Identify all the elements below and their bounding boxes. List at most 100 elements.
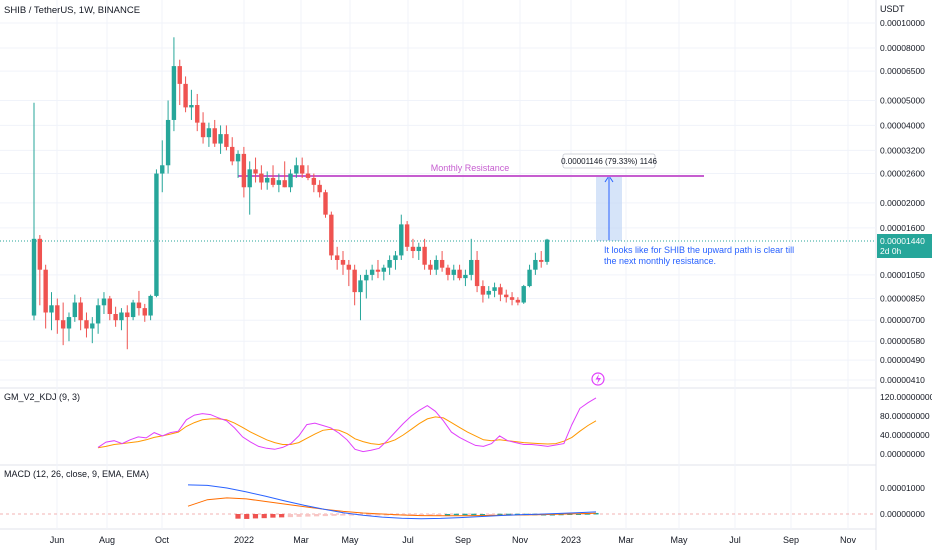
candle-body <box>364 274 369 281</box>
price-tick: 0.00002600 <box>880 169 925 179</box>
candle-body <box>299 165 305 174</box>
macd-histogram-bar <box>410 514 416 516</box>
candle-body <box>527 269 532 287</box>
candle-body <box>445 267 451 275</box>
time-tick: Oct <box>155 535 170 545</box>
candle-body <box>410 246 416 252</box>
time-tick: Nov <box>512 535 529 545</box>
candle-body <box>375 269 381 272</box>
candle-body <box>171 66 177 120</box>
time-tick: May <box>670 535 688 545</box>
macd-histogram-bar <box>436 514 442 516</box>
macd-histogram-bar <box>383 514 390 516</box>
candle-body <box>533 259 538 270</box>
candle-body <box>113 314 118 321</box>
candle-body <box>101 298 107 306</box>
candle-body <box>241 153 247 188</box>
analysis-note-line-2: the next monthly resistance. <box>604 256 716 266</box>
price-tick: 0.00001600 <box>880 223 925 233</box>
countdown-value: 2d 0h <box>880 246 902 256</box>
candle-body <box>311 177 317 185</box>
time-tick: May <box>341 535 359 545</box>
candle-body <box>90 323 95 329</box>
macd-histogram-bar <box>471 513 477 516</box>
candle-body <box>305 173 311 178</box>
time-tick: Nov <box>840 535 857 545</box>
kdj-tick: 120.00000000 <box>880 392 932 402</box>
candle-body <box>218 134 223 144</box>
kdj-tick: 80.00000000 <box>880 411 930 421</box>
macd-histogram-bar <box>252 514 259 519</box>
candle-body <box>352 269 357 293</box>
candle-body <box>451 269 456 275</box>
macd-signal-line <box>187 497 597 517</box>
symbol-title[interactable]: SHIB / TetherUS, 1W, BINANCE <box>4 5 140 16</box>
candle-body <box>346 264 352 270</box>
candle-body <box>323 192 328 215</box>
price-tick: 0.00002000 <box>880 198 925 208</box>
candle-body <box>136 302 142 309</box>
price-tick: 0.00003200 <box>880 145 925 155</box>
candle-body <box>253 169 258 174</box>
candle-body <box>125 312 130 318</box>
measure-label: 0.00001146 (79.33%) 1146 <box>561 157 657 166</box>
candle-body <box>480 286 486 295</box>
candle-body <box>492 287 497 291</box>
candle-body <box>37 238 43 270</box>
candle-body <box>422 246 427 265</box>
measure-label-box <box>562 153 656 169</box>
candle-body <box>463 274 468 279</box>
macd-histogram-bar <box>296 514 302 517</box>
candle-body <box>119 312 124 321</box>
candle-body <box>212 128 217 144</box>
candle-body <box>200 122 206 138</box>
candle-body <box>521 286 526 303</box>
kdj-title[interactable]: GM_V2_KDJ (9, 3) <box>4 392 80 402</box>
macd-histogram-bar <box>506 513 512 516</box>
candle-body <box>498 287 503 295</box>
candle-body <box>224 134 229 147</box>
last-price-tag <box>877 234 932 258</box>
price-tick: 0.00000490 <box>880 355 925 365</box>
macd-histogram-bar <box>488 514 494 516</box>
candle-body <box>358 280 363 293</box>
candle-body <box>259 173 264 183</box>
macd-histogram <box>235 512 599 519</box>
kdj-d-line <box>97 416 597 449</box>
macd-title[interactable]: MACD (12, 26, close, 9, EMA, EMA) <box>4 469 149 479</box>
price-tick: 0.00010000 <box>880 18 925 28</box>
candle-body <box>317 184 322 193</box>
lightning-icon[interactable] <box>591 372 605 386</box>
macd-histogram-bar <box>479 514 486 516</box>
macd-histogram-bar <box>366 514 372 516</box>
candle-body <box>84 320 89 329</box>
time-tick: Mar <box>618 535 634 545</box>
time-tick: Jun <box>50 535 65 545</box>
candle-body <box>404 224 410 247</box>
candle-body <box>148 295 153 316</box>
candle-body <box>469 259 474 275</box>
macd-histogram-bar <box>279 514 285 518</box>
time-tick: Jul <box>402 535 414 545</box>
time-tick: 2023 <box>561 535 581 545</box>
price-tick: 0.00000700 <box>880 315 925 325</box>
candle-body <box>334 255 340 260</box>
macd-histogram-bar <box>427 514 433 516</box>
macd-histogram-bar <box>313 514 320 517</box>
candle-body <box>78 302 83 321</box>
macd-histogram-bar <box>235 514 241 519</box>
candle-body <box>195 105 200 123</box>
candle-body <box>416 246 421 252</box>
candle-body <box>206 128 212 138</box>
candle-body <box>189 105 194 108</box>
candle-body <box>428 264 433 270</box>
time-tick: Aug <box>99 535 115 545</box>
time-tick: Mar <box>293 535 309 545</box>
candle-body <box>55 305 60 321</box>
macd-histogram-bar <box>462 513 468 516</box>
macd-tick: 0.00000000 <box>880 509 925 519</box>
candle-body <box>230 146 235 162</box>
macd-histogram-bar <box>497 513 503 516</box>
kdj-tick: 40.00000000 <box>880 430 930 440</box>
price-axis-unit: USDT <box>880 4 905 14</box>
